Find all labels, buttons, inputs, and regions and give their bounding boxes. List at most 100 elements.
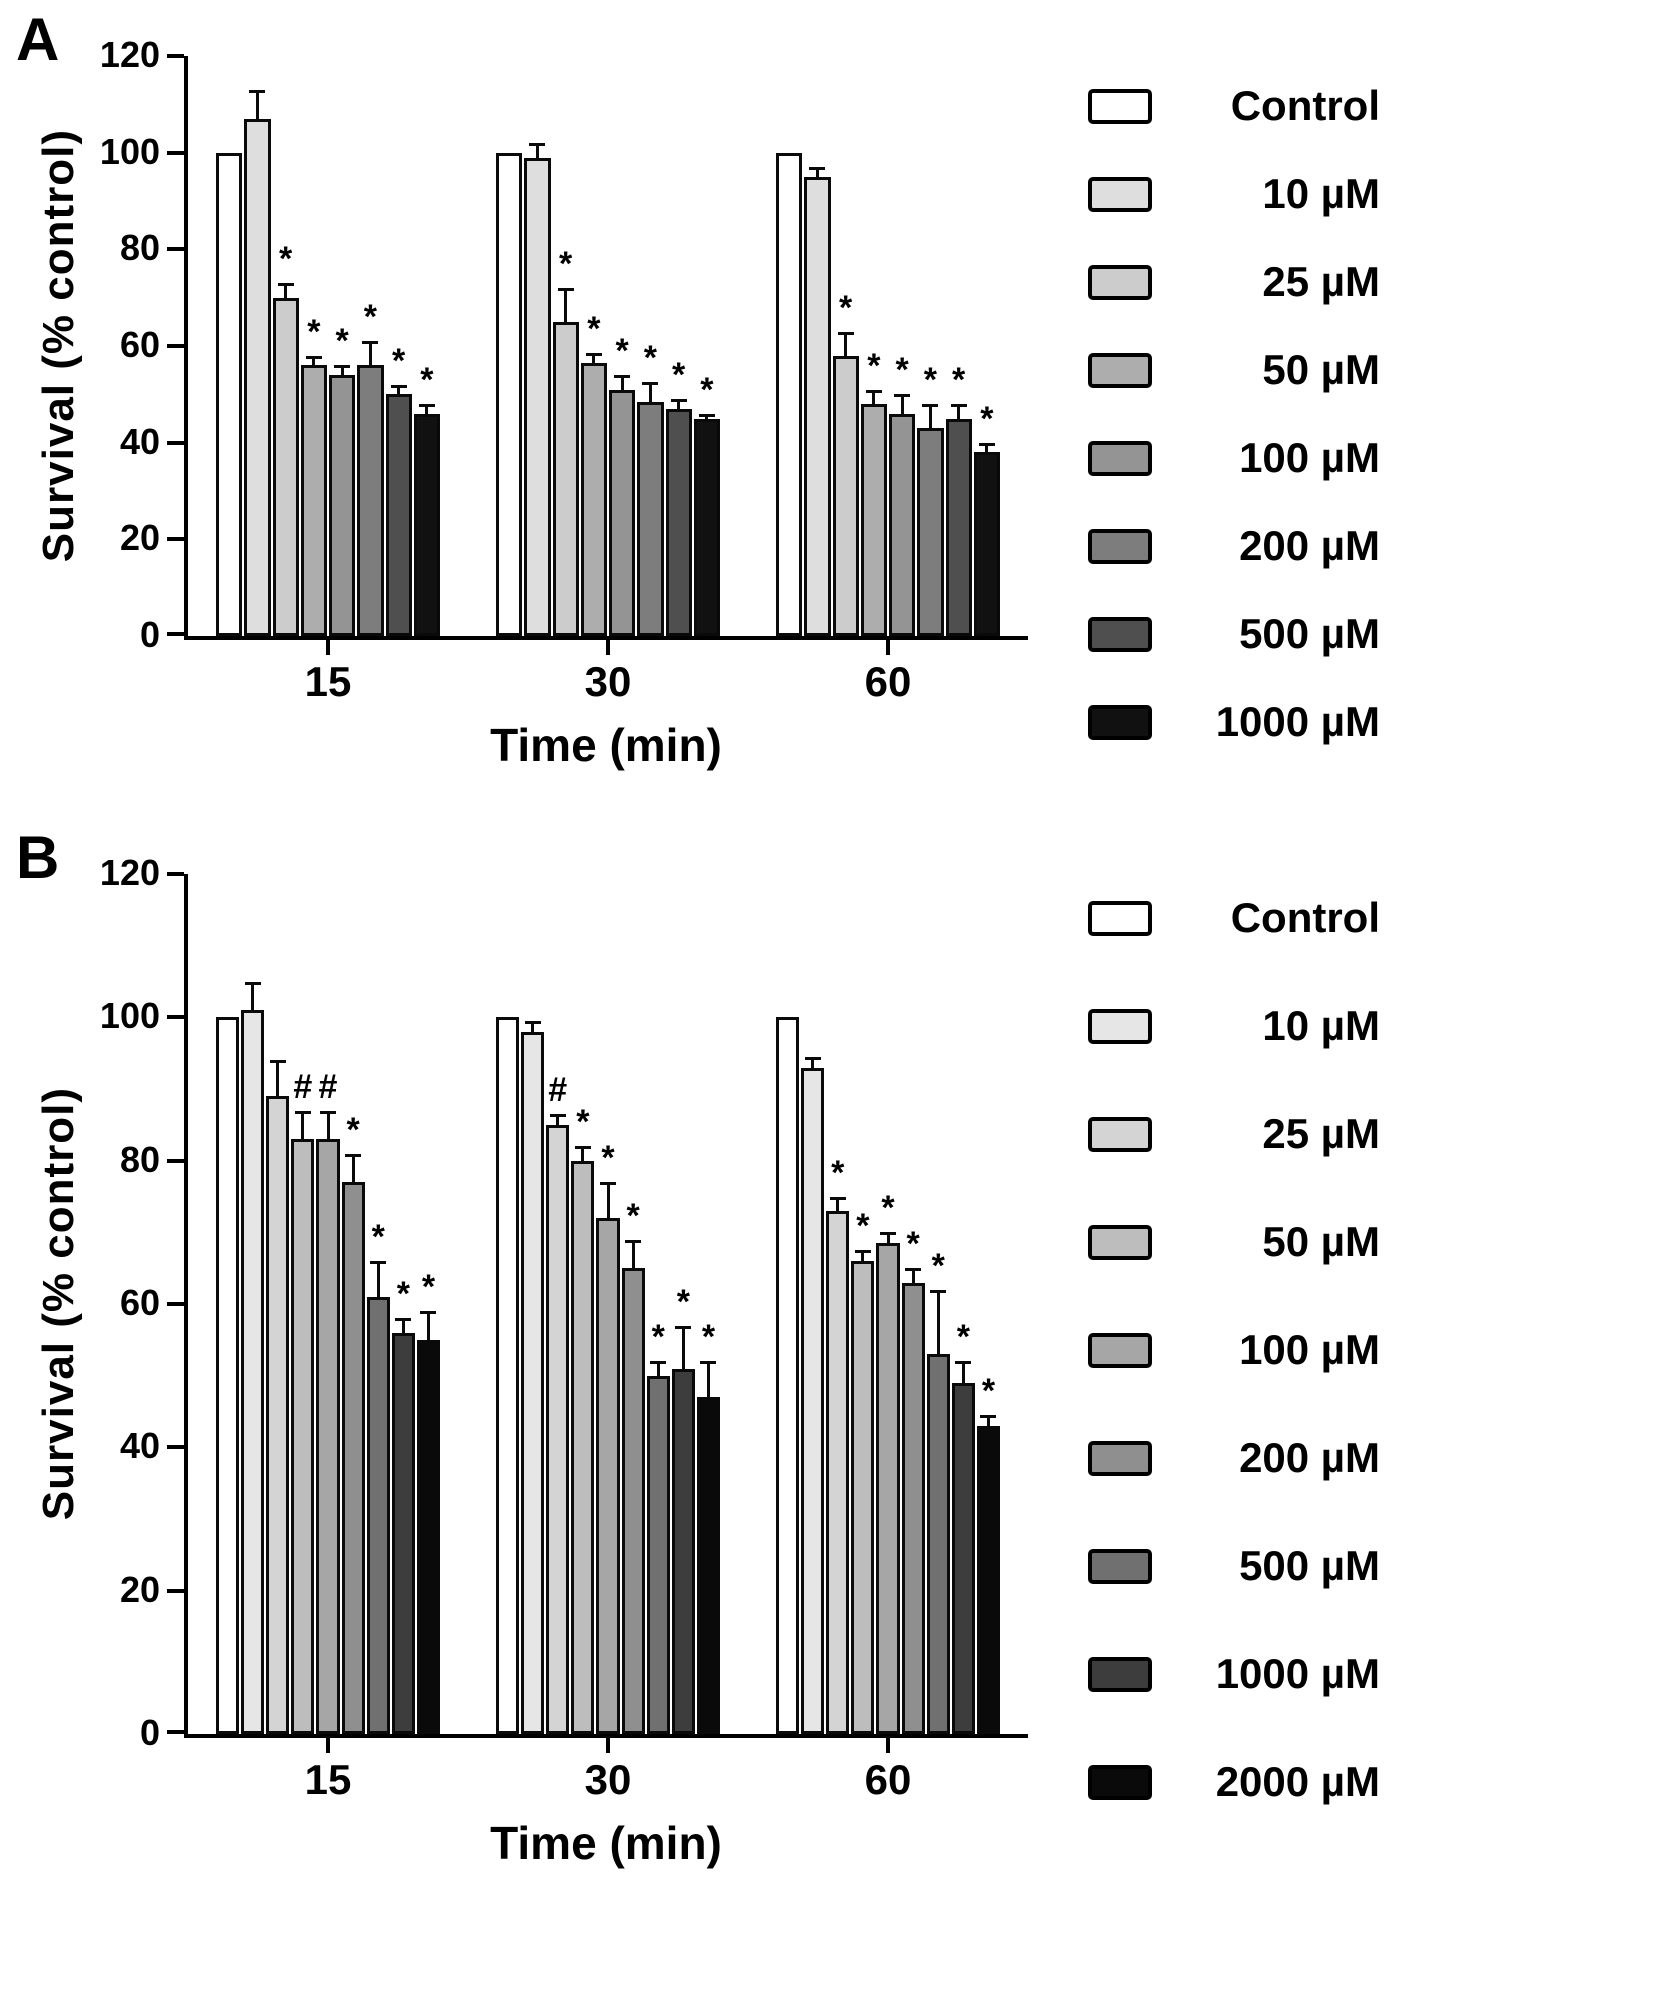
significance-marker: * (587, 310, 601, 349)
error-bar-cap (837, 331, 854, 335)
y-axis-title-box: Survival (% control) (26, 56, 92, 636)
legend-label: Control (1230, 82, 1380, 129)
legend-label: 1000 µM (1215, 1650, 1380, 1697)
y-tick-mark (167, 1730, 184, 1734)
error-bar-cap (698, 413, 715, 417)
bar (391, 1332, 415, 1734)
y-tick-mark (167, 247, 184, 252)
bar (413, 413, 440, 636)
legend-label: 1000 µM (1215, 698, 1380, 745)
legend-swatch (1088, 440, 1152, 476)
y-tick-label: 0 (139, 614, 160, 655)
legend-swatch (1088, 1440, 1152, 1476)
legend-label: 100 µM (1239, 434, 1380, 481)
legend-label: 25 µM (1262, 1110, 1380, 1157)
bar (901, 1282, 925, 1734)
bar (216, 1017, 240, 1734)
error-bar-cap (894, 394, 911, 398)
y-tick-label: 100 (99, 130, 160, 172)
bar (801, 1067, 825, 1734)
error-bar-stem (425, 404, 429, 414)
chart-b: Survival (% control) 0 20 40 60 80 100 120 # # *… (26, 855, 1028, 1870)
legend-label: 25 µM (1262, 258, 1380, 305)
bar (973, 452, 1000, 636)
legend-swatch (1088, 900, 1152, 936)
error-bar-cap (305, 355, 322, 359)
bar (357, 365, 384, 636)
error-bar-stem (656, 1361, 660, 1376)
error-bar-cap (529, 143, 546, 146)
error-bar-cap (557, 288, 574, 291)
significance-marker: * (956, 1318, 970, 1357)
y-tick-mark (167, 1302, 184, 1306)
bar (665, 408, 692, 636)
error-bar-stem (340, 365, 344, 375)
significance-marker: * (856, 1207, 870, 1246)
error-bar-stem (251, 981, 255, 1011)
bar (596, 1218, 620, 1734)
x-tick-label: 30 (584, 1756, 632, 1803)
error-bar-stem (564, 288, 568, 322)
bar (366, 1296, 390, 1734)
y-tick-label: 120 (99, 34, 160, 75)
x-axis: 15 30 60 (184, 640, 1028, 706)
y-tick-mark (167, 54, 184, 58)
legend: Control 10 µM 25 µM 50 µM 100 µM 200 µM 500 µM… (1088, 82, 1380, 746)
error-bar-stem (861, 1250, 865, 1261)
error-bar-cap (418, 404, 435, 407)
significance-marker: * (881, 1189, 895, 1228)
significance-marker: * (601, 1139, 615, 1178)
bar (945, 418, 972, 636)
error-bar-cap (600, 1182, 616, 1186)
significance-marker: * (923, 361, 937, 399)
legend-swatch (1088, 264, 1152, 300)
error-bar-cap (650, 1361, 667, 1365)
bar (776, 152, 803, 636)
error-bar-cap (574, 1146, 591, 1150)
error-bar-stem (677, 399, 681, 409)
error-bar-cap (675, 1325, 692, 1329)
y-tick-label: 80 (119, 227, 160, 269)
legend-item: 50 µM (1088, 1218, 1380, 1266)
bar (776, 1017, 800, 1734)
legend-swatch (1088, 352, 1152, 388)
bar (580, 362, 607, 636)
y-tick-mark (167, 150, 184, 155)
error-bar-cap (524, 1020, 541, 1024)
legend-swatch (1088, 1548, 1152, 1584)
legend-label: 200 µM (1239, 522, 1380, 569)
bar (341, 1182, 365, 1734)
x-tick-mark (886, 1738, 890, 1753)
error-bar-stem (368, 341, 372, 366)
legend-label: 50 µM (1262, 346, 1380, 393)
legend-item: 2000 µM (1088, 1758, 1380, 1806)
legend-item: 100 µM (1088, 1326, 1380, 1374)
x-axis-title: Time (min) (490, 719, 722, 771)
error-bar-stem (900, 394, 904, 414)
legend-item: 25 µM (1088, 1110, 1380, 1158)
significance-marker: * (307, 312, 321, 351)
bar (609, 389, 636, 636)
legend-label: 100 µM (1239, 1326, 1380, 1373)
bar (385, 394, 412, 636)
error-bar-stem (606, 1182, 610, 1218)
x-tick-mark (886, 640, 890, 655)
error-bar-stem (985, 442, 989, 453)
significance-marker: * (396, 1275, 410, 1314)
bar (621, 1268, 645, 1734)
y-tick-label: 40 (119, 1425, 160, 1467)
legend: Control 10 µM 25 µM 50 µM 100 µM 200 µM 500 µM… (1088, 894, 1380, 1806)
error-bar-stem (426, 1311, 430, 1340)
bar (860, 404, 887, 636)
error-bar-stem (631, 1239, 635, 1269)
panel-a: A Survival (% control) 0 20 40 60 80 100 120 *… (0, 10, 1677, 772)
y-tick-mark (167, 1015, 184, 1020)
significance-marker: # (318, 1067, 338, 1106)
legend-label: 200 µM (1239, 1434, 1380, 1481)
significance-marker: * (421, 1268, 436, 1307)
x-tick-mark (326, 1738, 330, 1753)
error-bar-cap (362, 341, 379, 345)
significance-marker: * (420, 361, 434, 399)
bar (693, 418, 720, 636)
y-axis: 0 20 40 60 80 100 120 (92, 855, 184, 1751)
